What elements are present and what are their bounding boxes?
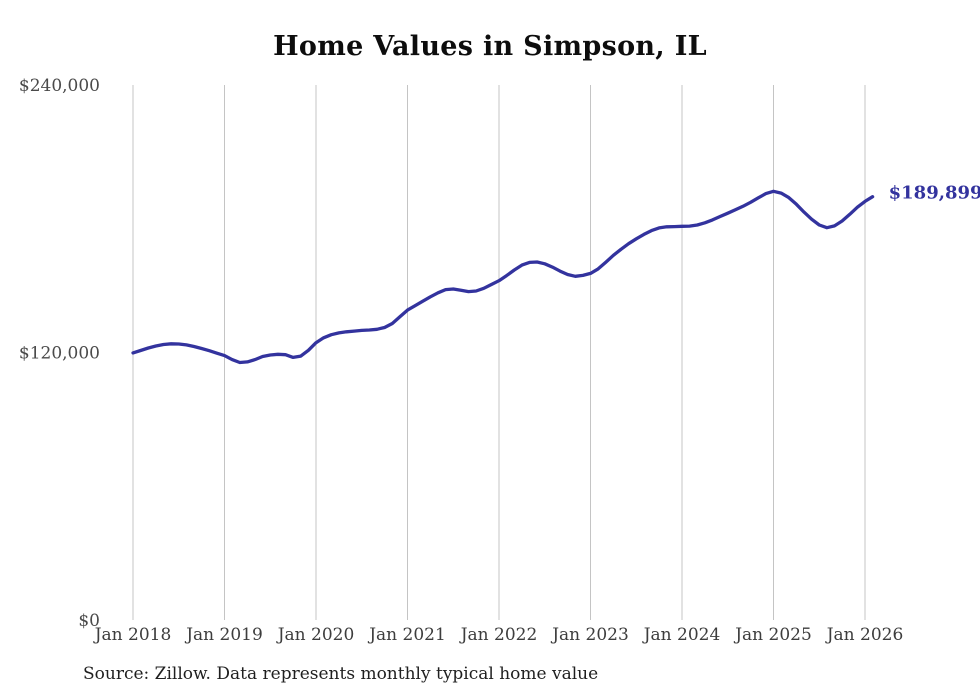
x-tick-label: Jan 2025 xyxy=(733,625,812,645)
home-value-series-line xyxy=(131,189,875,365)
x-tick-label: Jan 2024 xyxy=(642,625,721,645)
y-tick-label: $0 xyxy=(78,611,100,631)
source-note: Source: Zillow. Data represents monthly … xyxy=(83,664,599,684)
x-tick-label: Jan 2020 xyxy=(276,625,355,645)
y-tick-label: $120,000 xyxy=(19,344,100,364)
y-tick-label: $240,000 xyxy=(19,76,100,96)
x-tick-label: Jan 2023 xyxy=(550,625,629,645)
x-tick-label: Jan 2019 xyxy=(184,625,263,645)
x-tick-label: Jan 2021 xyxy=(367,625,446,645)
x-tick-label: Jan 2018 xyxy=(93,625,172,645)
chart-title: Home Values in Simpson, IL xyxy=(273,31,707,62)
x-tick-label: Jan 2022 xyxy=(459,625,538,645)
x-tick-label: Jan 2026 xyxy=(825,625,904,645)
latest-value-label: $189,899 xyxy=(889,183,980,204)
